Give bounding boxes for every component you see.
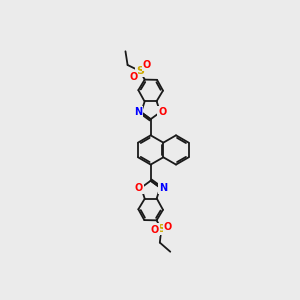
Text: O: O <box>143 60 151 70</box>
Text: N: N <box>159 183 167 193</box>
Text: S: S <box>157 224 165 234</box>
Text: N: N <box>134 107 142 117</box>
Text: O: O <box>150 225 159 235</box>
Text: O: O <box>129 72 137 82</box>
Text: O: O <box>135 183 143 193</box>
Text: S: S <box>136 66 144 76</box>
Text: O: O <box>164 222 172 233</box>
Text: O: O <box>158 107 166 117</box>
